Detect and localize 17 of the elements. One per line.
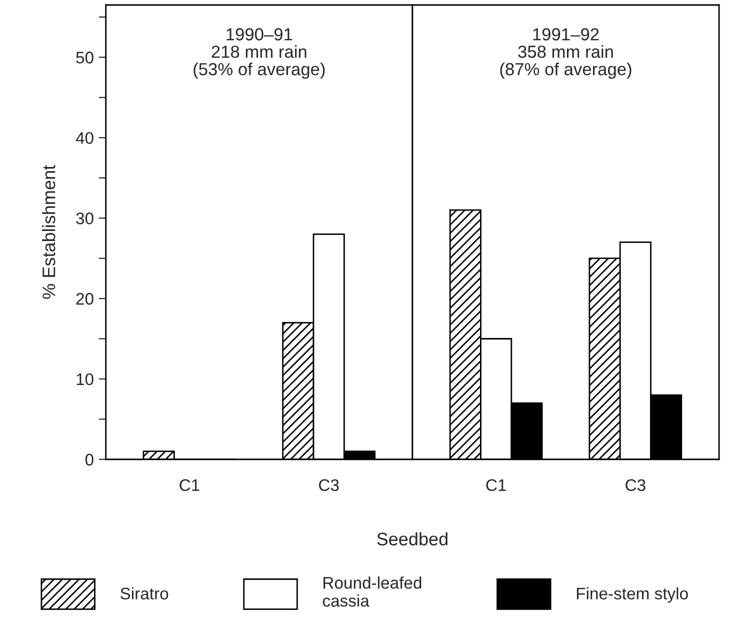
x-tick-label: C3: [626, 479, 646, 492]
y-tick-label: 10: [76, 373, 94, 386]
y-tick-label: 40: [76, 132, 94, 144]
x-axis-title: Seedbed: [377, 532, 448, 546]
legend-label: Siratro: [120, 587, 168, 600]
y-tick-label: 0: [85, 454, 94, 466]
x-tick-label: C1: [180, 479, 200, 492]
y-axis-title: % Establishment: [42, 165, 56, 299]
legend-label: Round-leafed cassia: [322, 576, 422, 607]
y-tick-label: 50: [76, 52, 94, 64]
x-tick-label: C1: [486, 479, 506, 492]
annotation: 1990–91 218 mm rain (53% of average): [194, 28, 325, 79]
y-tick-label: 30: [76, 212, 94, 224]
annotation: 1991–92 358 mm rain (87% of average): [500, 28, 632, 79]
legend-label: Fine-stem stylo: [576, 587, 688, 603]
y-tick-label: 20: [76, 292, 94, 305]
x-tick-label: C3: [319, 479, 339, 492]
